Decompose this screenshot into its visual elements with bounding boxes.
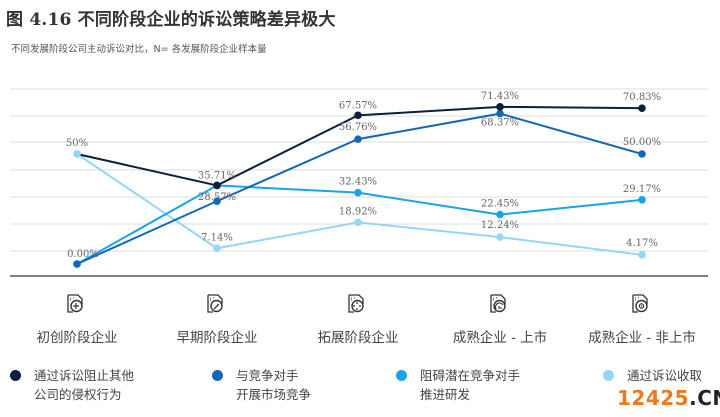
data-point-0-2 xyxy=(354,111,362,120)
data-label: 22.45% xyxy=(481,199,519,210)
category-1: 早期阶段企业 xyxy=(147,292,287,346)
category-label: 拓展阶段企业 xyxy=(317,330,399,346)
data-label: 4.17% xyxy=(626,238,658,249)
legend-label: 阻碍潜在竞争对手 推进研发 xyxy=(420,368,521,402)
data-label: 35.71% xyxy=(198,170,236,181)
document-target-icon xyxy=(572,292,712,316)
category-label: 成熟企业 - 非上市 xyxy=(588,330,696,346)
data-label: 67.57% xyxy=(339,100,377,111)
data-label: 71.43% xyxy=(481,91,519,102)
watermark: 12425.CN xyxy=(617,386,720,410)
data-label: 50% xyxy=(66,138,88,149)
data-point-1-2 xyxy=(354,135,362,143)
data-label: 28.57% xyxy=(198,192,236,203)
line-chart: 35.71% 67.57% 71.43% 70.83% 0.00% 28.57% 56.76… xyxy=(10,88,708,277)
legend-item-0: 通过诉讼阻止其他 公司的侵权行为 xyxy=(10,366,134,404)
legend-swatch xyxy=(10,370,21,381)
legend-swatch xyxy=(396,370,407,381)
data-label: 32.43% xyxy=(339,177,377,188)
data-label: 29.17% xyxy=(623,184,661,195)
legend-item-1: 与竞争对手 开展市场竞争 xyxy=(212,366,311,404)
legend-label: 与竞争对手 开展市场竞争 xyxy=(236,368,312,402)
legend-label: 通过诉讼收取 xyxy=(627,368,703,383)
data-point-0-1 xyxy=(213,181,221,190)
data-point-3-2 xyxy=(354,218,362,227)
data-point-2-3 xyxy=(496,210,504,219)
legend-label: 通过诉讼阻止其他 公司的侵权行为 xyxy=(34,368,135,402)
data-point-1-4 xyxy=(638,150,646,158)
data-label: 70.83% xyxy=(623,92,661,103)
series-line-3 xyxy=(76,153,643,256)
data-label: 7.14% xyxy=(201,232,233,243)
data-label: 68.37% xyxy=(481,118,519,129)
legend-swatch xyxy=(603,370,614,381)
data-point-2-2 xyxy=(354,188,362,197)
data-point-3-3 xyxy=(496,233,504,241)
data-point-1-3 xyxy=(496,109,504,118)
category-label: 早期阶段企业 xyxy=(176,330,258,346)
category-3: 成熟企业 - 上市 xyxy=(430,292,570,346)
data-point-1-1 xyxy=(213,197,221,205)
chart-title: 图 4.16 不同阶段企业的诉讼策略差异极大 xyxy=(6,10,336,30)
document-edit-icon xyxy=(147,292,287,316)
data-point-3-1 xyxy=(213,244,221,253)
data-point-3-4 xyxy=(638,251,646,259)
data-point-0-4 xyxy=(638,104,646,112)
legend-swatch xyxy=(212,370,223,381)
category-0: 初创阶段企业 xyxy=(7,292,147,346)
data-label: 50.00% xyxy=(623,137,661,148)
data-label: 56.76% xyxy=(339,122,377,133)
category-4: 成熟企业 - 非上市 xyxy=(572,292,712,346)
legend-item-2: 阻碍潜在竞争对手 推进研发 xyxy=(396,366,520,404)
category-label: 初创阶段企业 xyxy=(36,330,118,346)
watermark-number: 12425 xyxy=(617,386,690,410)
document-chart-icon xyxy=(430,292,570,316)
legend-item-3: 通过诉讼收取 xyxy=(603,366,702,385)
data-point-2-4 xyxy=(638,196,646,204)
data-point-3-0-top xyxy=(73,150,81,158)
document-expand-icon xyxy=(288,292,428,316)
chart-subtitle: 不同发展阶段公司主动诉讼对比，N= 各发展阶段企业样本量 xyxy=(11,44,267,55)
watermark-domain: .CN xyxy=(689,386,720,410)
data-label: 0.00% xyxy=(67,249,99,260)
data-label: 12.24% xyxy=(481,220,519,231)
data-point-0-3 xyxy=(496,103,504,111)
document-plus-icon xyxy=(7,292,147,316)
data-point-1-0 xyxy=(73,260,81,268)
data-label: 18.92% xyxy=(339,206,377,217)
category-2: 拓展阶段企业 xyxy=(288,292,428,346)
category-label: 成熟企业 - 上市 xyxy=(452,330,548,346)
